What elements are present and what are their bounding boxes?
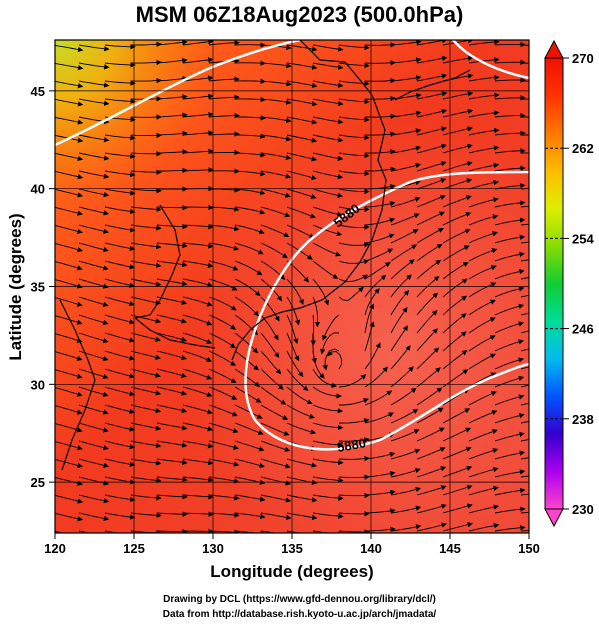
colorbar-tick-label: 254	[572, 231, 594, 246]
y-tick-label: 30	[31, 377, 45, 392]
contour-5880-line	[55, 40, 301, 147]
y-tick-label: 45	[31, 84, 45, 99]
contour-5880-line	[244, 170, 529, 451]
y-axis-ticks: 25 30 35 40 45	[31, 84, 55, 490]
colorbar-tick-label: 230	[572, 502, 594, 517]
colorbar-tick-label: 270	[572, 51, 594, 66]
x-tick-label: 125	[123, 541, 145, 556]
credit-drawing: Drawing by DCL (https://www.gfd-dennou.o…	[163, 594, 436, 605]
x-tick-label: 135	[281, 541, 303, 556]
colorbar-tick-label: 246	[572, 322, 594, 337]
x-tick-label: 145	[439, 541, 461, 556]
contour-label: 5880	[336, 435, 367, 455]
lat-lon-grid	[55, 40, 529, 533]
colorbar-tick-label: 238	[572, 412, 594, 427]
colorbar: 230 238 246 254 262 270	[544, 39, 594, 528]
x-tick-label: 140	[360, 541, 382, 556]
contour-5880-line	[452, 40, 529, 80]
colorbar-tick-label: 262	[572, 141, 594, 156]
x-axis-ticks: 120 125 130 135 140 145 150	[44, 533, 540, 556]
colorbar-max-arrow	[544, 39, 564, 59]
y-tick-label: 35	[31, 280, 45, 295]
x-tick-label: 150	[518, 541, 540, 556]
y-tick-label: 25	[31, 475, 45, 490]
credit-data: Data from http://database.rish.kyoto-u.a…	[162, 609, 437, 620]
x-axis-label: Longitude (degrees)	[210, 562, 373, 581]
chart-title: MSM 06Z18Aug2023 (500.0hPa)	[135, 2, 464, 27]
coastline	[59, 40, 471, 471]
y-tick-label: 40	[31, 182, 45, 197]
colorbar-min-arrow	[544, 508, 564, 528]
y-axis-label: Latitude (degrees)	[6, 213, 25, 360]
wind-streamlines	[55, 40, 529, 533]
temperature-field	[55, 40, 529, 533]
x-tick-label: 120	[44, 541, 66, 556]
x-tick-label: 130	[202, 541, 224, 556]
